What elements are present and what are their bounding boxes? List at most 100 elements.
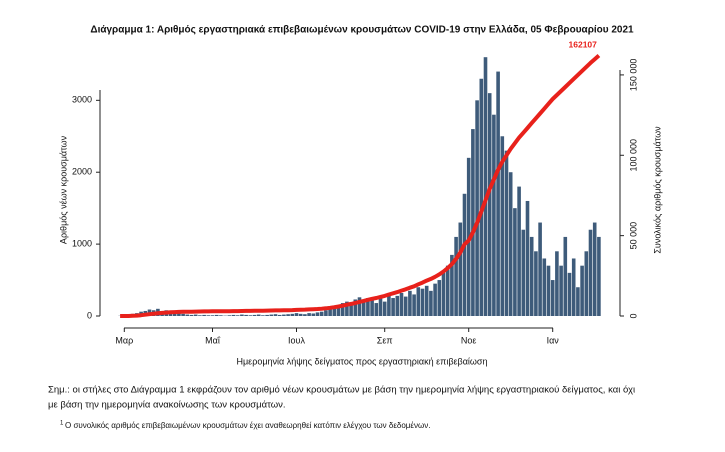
bar: [307, 313, 311, 316]
bar: [399, 292, 404, 316]
bar: [340, 303, 345, 316]
bar: [277, 314, 282, 316]
bar: [227, 315, 232, 316]
bar: [366, 298, 370, 316]
bar: [387, 294, 391, 316]
x-tick-label: Σεπ: [377, 335, 393, 345]
cumulative-line: [120, 53, 601, 318]
footnote-mark: 1: [60, 421, 64, 427]
bar: [559, 265, 563, 316]
bar: [458, 222, 463, 316]
bar: [290, 313, 295, 316]
y2-tick-label: 0: [628, 313, 638, 318]
bar: [567, 272, 572, 316]
x-axis-label: Ημερομηνία λήψης δείγματος προς εργαστηρ…: [237, 356, 488, 366]
bar: [584, 251, 589, 316]
bar: [235, 315, 240, 316]
bar: [374, 303, 379, 316]
bar: [177, 313, 181, 316]
bar: [202, 314, 206, 316]
bar: [517, 186, 521, 316]
bar: [391, 298, 395, 316]
bar: [475, 100, 479, 316]
bar: [265, 314, 269, 316]
y-tick-label: 1000: [72, 238, 92, 248]
y-tick-label: 2000: [72, 167, 92, 177]
bar: [542, 258, 547, 316]
note-line: Σημ.: οι στήλες στο Διάγραμμα 1 εκφράζου…: [48, 385, 635, 396]
y-axis-label: Αριθμός νέων κρουσμάτων: [58, 135, 68, 244]
bar: [538, 222, 542, 316]
bar: [534, 251, 538, 316]
bar: [252, 314, 257, 316]
bar: [193, 314, 198, 316]
bar: [269, 314, 274, 316]
bar: [282, 314, 286, 316]
bar: [315, 312, 320, 316]
bar: [403, 296, 408, 316]
bar: [198, 315, 202, 316]
bar: [479, 78, 484, 316]
bar: [580, 265, 584, 316]
bar: [206, 315, 211, 316]
bar: [231, 314, 236, 316]
bar: [592, 222, 597, 316]
bar: [555, 251, 559, 316]
bar: [298, 313, 303, 316]
bar: [349, 303, 353, 316]
bar: [378, 298, 383, 316]
y-tick-label: 0: [87, 310, 92, 320]
bar: [214, 314, 219, 316]
bar: [361, 301, 366, 316]
x-tick-label: Ιαν: [547, 335, 560, 345]
bar: [328, 308, 332, 316]
bar: [324, 310, 328, 316]
bar: [353, 299, 358, 316]
data-label: 162107: [569, 40, 598, 50]
footnote-text: Ο συνολικός αριθμός επιβεβαιωμένων κρουσ…: [65, 421, 430, 430]
bar: [412, 294, 416, 316]
bar: [462, 193, 467, 316]
bar: [504, 150, 509, 316]
y2-tick-label: 50 000: [628, 222, 638, 250]
x-tick-label: Ιουλ: [288, 335, 305, 345]
bar: [571, 258, 576, 316]
bar: [240, 314, 244, 316]
bar: [525, 200, 530, 316]
bar: [261, 315, 265, 316]
bar: [311, 313, 316, 316]
bar: [357, 297, 362, 316]
bar: [588, 229, 593, 316]
bar: [319, 311, 324, 316]
bar: [500, 136, 505, 316]
bar: [513, 208, 517, 316]
y2-axis-label: Συνολικός αριθμός κρουσμάτων: [652, 126, 662, 254]
bar: [181, 313, 185, 316]
bar: [576, 287, 580, 316]
bar: [429, 290, 433, 316]
bar: [445, 265, 450, 316]
bar: [550, 280, 555, 316]
bar: [244, 314, 248, 316]
y2-tick-label: 100 000: [628, 139, 638, 172]
bar: [256, 314, 261, 316]
bar: [273, 314, 278, 316]
bar: [210, 315, 215, 316]
bar: [433, 283, 437, 316]
bar: [219, 315, 223, 316]
y-tick-label: 3000: [72, 95, 92, 105]
chart-title: Διάγραμμα 1: Αριθμός εργαστηριακά επιβεβ…: [90, 25, 634, 36]
bar: [382, 301, 387, 316]
bar: [185, 314, 190, 316]
bar: [395, 295, 400, 316]
note-line: με βάση την ημερομηνία ανακοίνωσης των κ…: [48, 400, 286, 411]
bar: [416, 287, 421, 316]
bar: [496, 71, 500, 316]
x-tick-label: Μαρ: [115, 335, 133, 345]
bar: [332, 307, 337, 316]
bar: [189, 314, 194, 316]
bar: [437, 280, 442, 316]
bar: [441, 272, 446, 316]
bar: [508, 172, 513, 316]
